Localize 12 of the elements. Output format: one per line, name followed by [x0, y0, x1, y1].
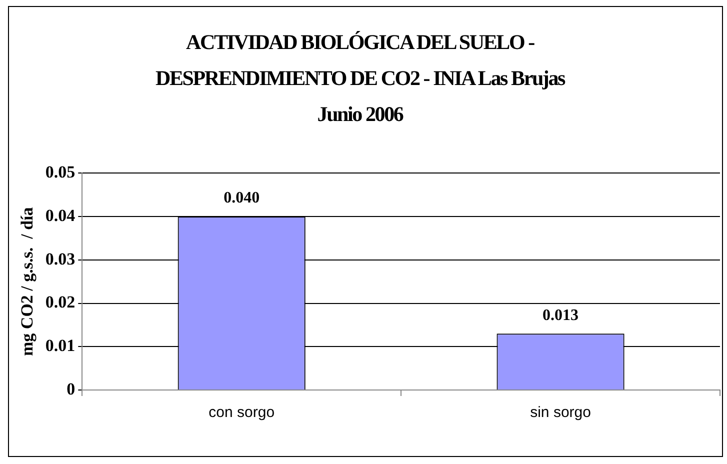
- x-tick-label: sin sorgo: [530, 404, 591, 422]
- y-axis-title: mg CO2 / g.s.s. / día: [18, 206, 37, 356]
- x-tick-label: con sorgo: [208, 404, 275, 422]
- data-label: 0.013: [542, 306, 579, 324]
- y-tick-label: 0.01: [45, 336, 76, 356]
- y-tick-label: 0.02: [45, 292, 76, 312]
- y-tick-label: 0.05: [45, 162, 76, 182]
- data-label: 0.040: [224, 190, 260, 207]
- y-tick-label: 0.04: [45, 206, 76, 225]
- y-tick-label: 0: [66, 379, 76, 398]
- chart-title: ACTIVIDAD BIOLÓGICA DEL SUELO - DESPRENDIMIENTO DE CO2 - INIA Las Brujas Junio 2006: [154, 29, 566, 128]
- y-tick-label: 0.03: [45, 249, 76, 268]
